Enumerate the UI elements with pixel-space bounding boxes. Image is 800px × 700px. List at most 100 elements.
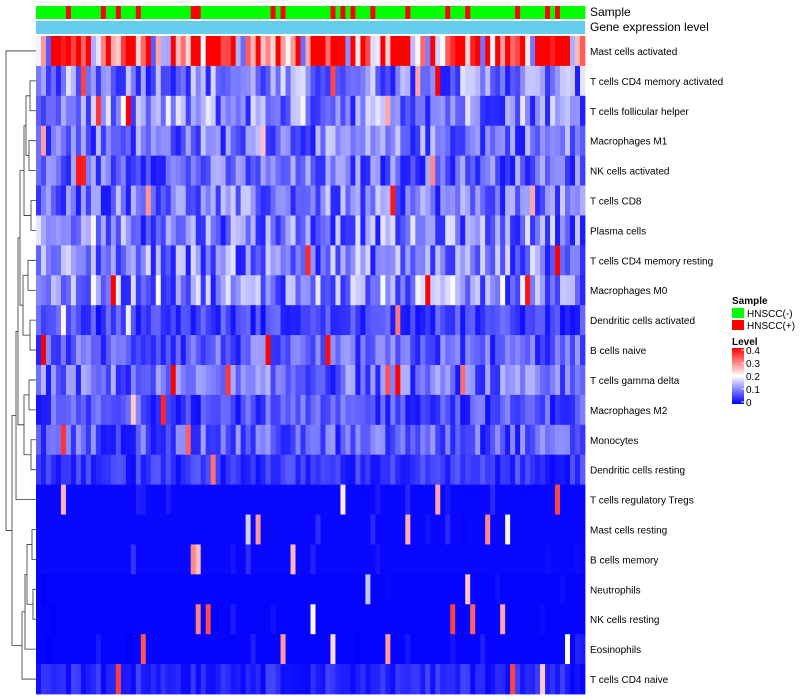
heatmap-cell (355, 424, 361, 456)
heatmap-cell (150, 574, 157, 605)
heatmap-cell (40, 65, 47, 97)
heatmap-cell (555, 65, 561, 97)
heatmap-cell (175, 634, 182, 665)
heatmap-cell (225, 185, 232, 216)
heatmap-cell (565, 155, 571, 186)
heatmap-cell (200, 484, 207, 515)
heatmap-cell (545, 245, 551, 276)
heatmap-cell (210, 275, 217, 306)
heatmap-cell (470, 634, 476, 665)
heatmap-cell (65, 95, 72, 127)
heatmap-cell (515, 634, 521, 665)
heatmap-cell (60, 424, 67, 456)
heatmap-cell (130, 36, 137, 67)
heatmap-cell (495, 604, 501, 635)
heatmap-cell (490, 185, 496, 216)
heatmap-cell (400, 185, 406, 216)
heatmap-cell (435, 634, 441, 665)
heatmap-cell (350, 125, 356, 157)
heatmap-cell (410, 604, 416, 635)
heatmap-cell (460, 454, 466, 486)
heatmap-cell (420, 155, 426, 186)
heatmap-cell (395, 574, 401, 605)
heatmap-cell (315, 275, 321, 306)
heatmap-cell (575, 95, 581, 127)
heatmap-cell (160, 335, 167, 366)
heatmap-cell (115, 574, 122, 605)
heatmap-cell (320, 514, 326, 545)
heatmap-cell (340, 664, 346, 695)
heatmap-cell (475, 424, 481, 456)
heatmap-cell (265, 36, 271, 67)
heatmap-cell (425, 275, 431, 306)
heatmap-cell (40, 245, 47, 276)
heatmap-cell (570, 65, 576, 97)
heatmap-cell (510, 484, 516, 515)
heatmap-cell (370, 125, 376, 157)
heatmap-cell (60, 36, 67, 67)
heatmap-cell (460, 65, 466, 97)
heatmap-cell (320, 574, 326, 605)
heatmap-cell (370, 574, 376, 605)
heatmap-cell (490, 36, 496, 67)
heatmap-cell (395, 65, 401, 97)
heatmap-cell (480, 275, 486, 306)
heatmap-cell (260, 634, 266, 665)
heatmap-cell (560, 215, 566, 246)
heatmap-cell (240, 215, 247, 246)
heatmap-cell (225, 36, 232, 67)
heatmap-cell (455, 65, 461, 97)
heatmap-cell (475, 275, 481, 306)
heatmap-cell (555, 394, 561, 426)
heatmap-cell (485, 365, 491, 396)
heatmap-cell (485, 155, 491, 186)
heatmap-cell (225, 365, 232, 396)
sample-annotation-cell (240, 6, 247, 19)
heatmap-cell (185, 365, 192, 396)
heatmap-cell (540, 305, 546, 336)
heatmap-cell (340, 394, 346, 426)
sample-annotation-cell (550, 6, 556, 19)
heatmap-cell (45, 544, 52, 575)
heatmap-cell (510, 65, 516, 97)
heatmap-cell (510, 394, 516, 426)
heatmap-cell (330, 155, 336, 186)
heatmap-cell (485, 604, 491, 635)
heatmap-cell (555, 215, 561, 246)
heatmap-cell (330, 634, 336, 665)
heatmap-cell (205, 155, 212, 186)
heatmap-cell (340, 634, 346, 665)
heatmap-cell (50, 544, 57, 575)
heatmap-cell (125, 634, 132, 665)
heatmap-cell (105, 215, 112, 246)
heatmap-cell (235, 634, 242, 665)
heatmap-cell (535, 454, 541, 486)
heatmap-cell (115, 365, 122, 396)
heatmap-cell (95, 574, 102, 605)
heatmap-cell (36, 454, 42, 486)
heatmap-cell (295, 36, 301, 67)
heatmap-cell (36, 305, 42, 336)
heatmap-cell (255, 95, 261, 127)
heatmap-cell (575, 65, 581, 97)
heatmap-cell (445, 125, 451, 157)
heatmap-cell (315, 574, 321, 605)
heatmap-cell (350, 275, 356, 306)
heatmap-cell (200, 574, 207, 605)
heatmap-cell (200, 454, 207, 486)
heatmap-cell (325, 305, 331, 336)
heatmap-cell (165, 275, 172, 306)
heatmap-cell (415, 215, 421, 246)
heatmap-cell (105, 484, 112, 515)
heatmap-cell (405, 125, 411, 157)
heatmap-cell (65, 514, 72, 545)
row-label: T cells gamma delta (590, 376, 680, 387)
heatmap-cell (355, 215, 361, 246)
heatmap-cell (370, 275, 376, 306)
heatmap-cell (90, 36, 97, 67)
heatmap-cell (290, 365, 296, 396)
heatmap-cell (225, 454, 232, 486)
heatmap-cell (405, 604, 411, 635)
heatmap-cell (185, 275, 192, 306)
heatmap-cell (305, 65, 311, 97)
